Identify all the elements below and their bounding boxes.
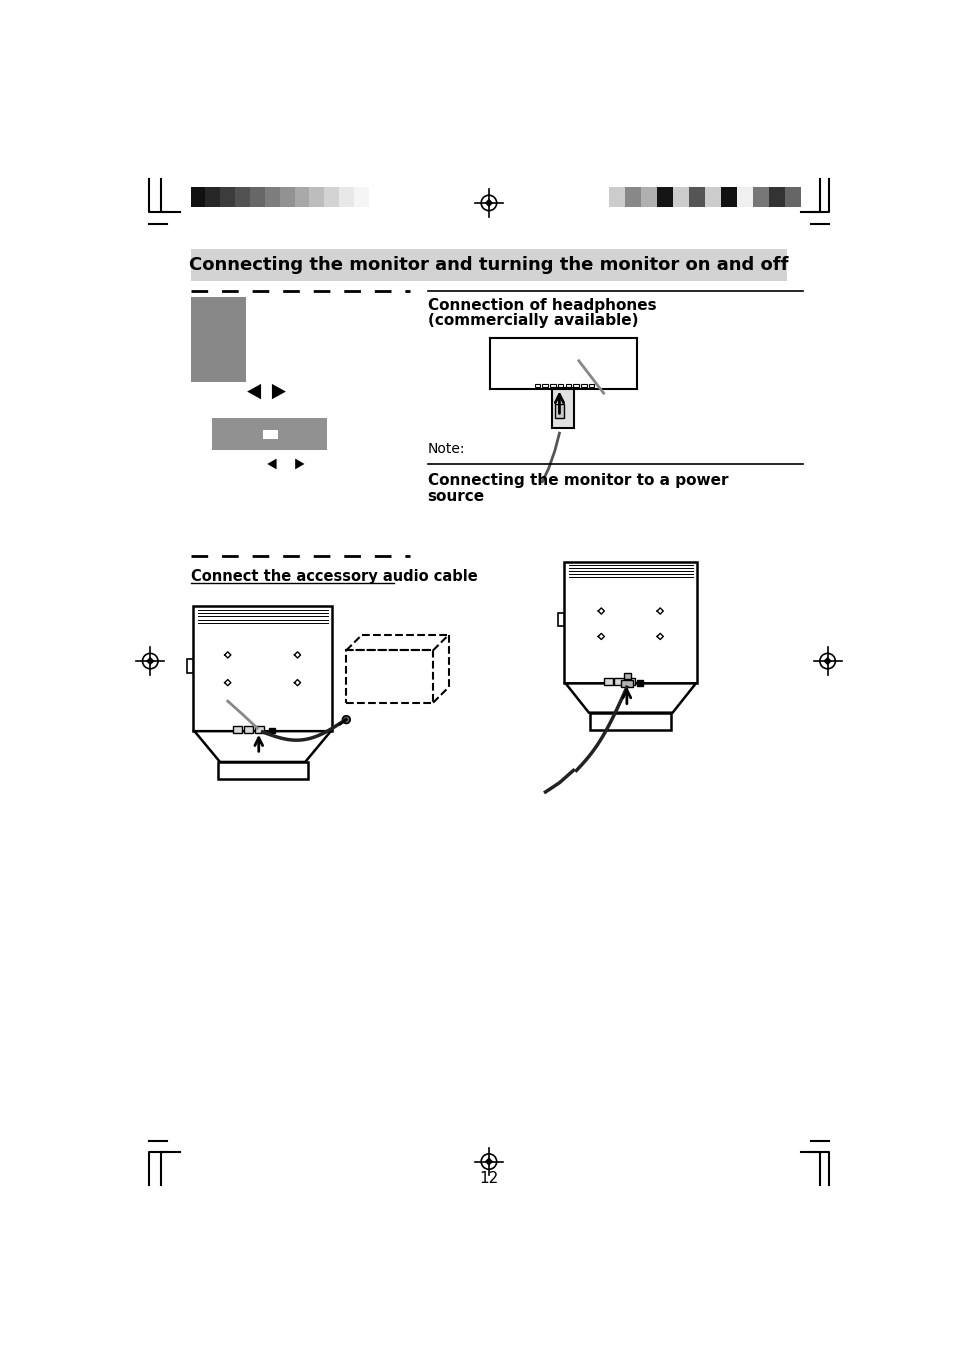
Bar — [324, 186, 338, 207]
Bar — [657, 186, 673, 207]
Text: Note:: Note: — [427, 442, 465, 455]
Bar — [573, 384, 578, 386]
Text: source: source — [427, 489, 484, 504]
Bar — [542, 384, 547, 386]
Bar — [620, 680, 633, 688]
Text: (commercially available): (commercially available) — [427, 313, 638, 328]
Polygon shape — [146, 657, 154, 665]
Bar — [294, 186, 309, 207]
Polygon shape — [267, 458, 276, 469]
Text: Connecting the monitor to a power: Connecting the monitor to a power — [427, 473, 727, 488]
Polygon shape — [822, 657, 831, 665]
Polygon shape — [484, 1158, 493, 1166]
Bar — [753, 186, 768, 207]
Bar — [768, 186, 784, 207]
Bar — [704, 186, 720, 207]
Bar — [233, 725, 242, 732]
Circle shape — [142, 654, 158, 669]
Bar — [269, 728, 274, 734]
Text: 12: 12 — [478, 1171, 498, 1186]
Circle shape — [480, 196, 497, 211]
Text: Connection of headphones: Connection of headphones — [427, 297, 656, 312]
Bar — [737, 186, 753, 207]
Bar — [205, 186, 220, 207]
Bar — [552, 388, 574, 428]
Bar — [254, 725, 264, 732]
Bar — [262, 430, 278, 439]
Circle shape — [342, 716, 350, 723]
Bar — [614, 678, 623, 685]
Text: Connect the accessory audio cable: Connect the accessory audio cable — [191, 569, 476, 584]
Bar — [191, 186, 205, 207]
Bar — [784, 186, 801, 207]
Bar — [354, 186, 369, 207]
Bar — [193, 607, 332, 731]
Bar — [191, 249, 786, 281]
Bar — [563, 562, 697, 684]
Circle shape — [480, 1154, 497, 1169]
Bar — [558, 612, 563, 627]
Bar — [673, 186, 688, 207]
Bar — [346, 650, 433, 703]
Bar — [590, 713, 670, 730]
Polygon shape — [247, 384, 261, 400]
Bar — [309, 186, 324, 207]
Bar — [234, 186, 250, 207]
Bar — [558, 384, 562, 386]
Polygon shape — [194, 731, 331, 762]
Bar — [555, 404, 563, 417]
Bar — [244, 725, 253, 732]
Bar — [338, 186, 354, 207]
Bar — [603, 678, 612, 685]
Bar — [720, 186, 737, 207]
Polygon shape — [565, 684, 695, 713]
Bar — [637, 681, 642, 686]
Bar — [212, 417, 327, 450]
Bar — [688, 186, 704, 207]
Bar — [624, 678, 634, 685]
Polygon shape — [294, 458, 304, 469]
Bar — [279, 186, 294, 207]
Bar — [565, 384, 571, 386]
Polygon shape — [484, 199, 493, 207]
Bar — [640, 186, 657, 207]
Bar — [217, 762, 307, 780]
Bar — [250, 186, 265, 207]
Text: Connecting the monitor and turning the monitor on and off: Connecting the monitor and turning the m… — [189, 257, 788, 274]
Bar — [265, 186, 279, 207]
Polygon shape — [272, 384, 286, 400]
Bar — [624, 186, 640, 207]
Bar — [608, 186, 624, 207]
Bar — [550, 384, 555, 386]
Bar — [580, 384, 586, 386]
Bar — [187, 659, 193, 673]
Bar — [534, 384, 539, 386]
Circle shape — [819, 654, 835, 669]
Bar — [220, 186, 234, 207]
Bar — [623, 673, 630, 678]
Bar — [588, 384, 594, 386]
Bar — [191, 297, 246, 381]
